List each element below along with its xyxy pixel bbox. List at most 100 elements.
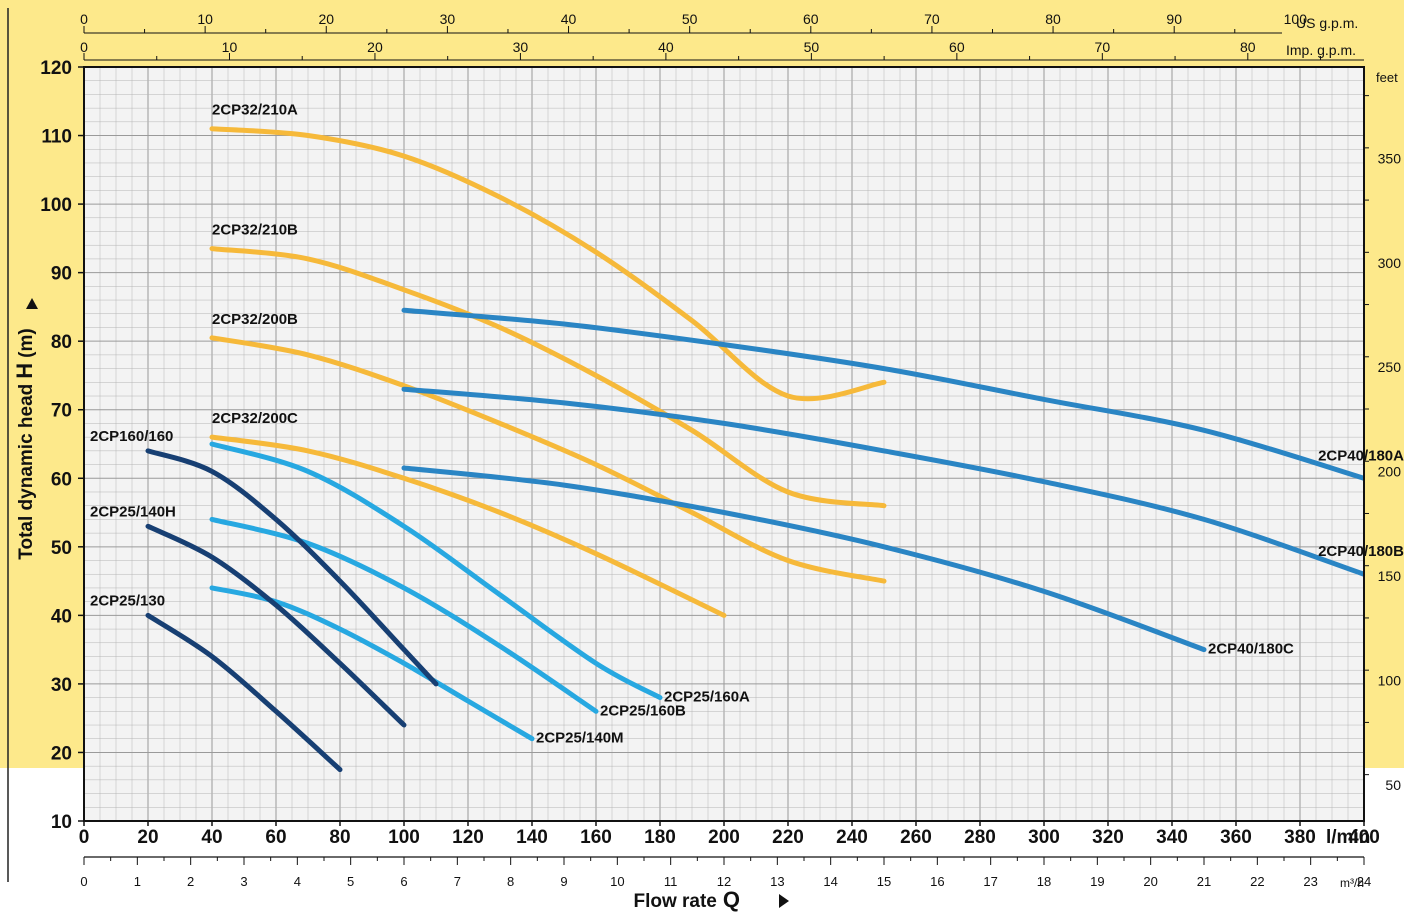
feet-tick-label: 50: [1385, 777, 1401, 793]
imp-gpm-unit-label: Imp. g.p.m.: [1286, 42, 1356, 58]
x-tick-label: 380: [1284, 827, 1316, 848]
imp-gpm-tick-label: 30: [513, 39, 529, 55]
imp-gpm-tick-label: 50: [804, 39, 820, 55]
m3h-tick-label: 6: [400, 874, 407, 889]
grid: [83, 66, 1365, 822]
us-gpm-tick-label: 80: [1045, 11, 1061, 27]
lmin-unit-label: l/min: [1326, 827, 1370, 848]
x-axis-title-prefix: Flow rate: [633, 891, 716, 912]
m3h-tick-label: 12: [717, 874, 731, 889]
curve-2cp25-130: [145, 612, 343, 773]
x-tick-label: 400: [1348, 827, 1380, 848]
curve-2cp32-200b: [209, 335, 887, 584]
m3h-unit-label: m³/h: [1340, 876, 1364, 890]
curve-label: 2CP25/140H: [90, 503, 176, 520]
y-axis-title-symbol: H: [12, 363, 37, 379]
curve-2cp160-160: [145, 448, 439, 687]
imp-gpm-tick-label: 0: [80, 39, 88, 55]
us-gpm-tick-label: 60: [803, 11, 819, 27]
curve-label: 2CP25/140M: [536, 730, 624, 747]
imp-gpm-tick-label: 80: [1240, 39, 1256, 55]
curve-label: 2CP40/180C: [1208, 641, 1294, 658]
m3h-tick-label: 24: [1357, 874, 1371, 889]
curve-label: 2CP40/180B: [1318, 543, 1404, 560]
curves: [145, 126, 1364, 773]
us-gpm-tick-label: 10: [197, 11, 213, 27]
feet-tick-label: 100: [1378, 673, 1402, 689]
x-tick-label: 100: [388, 827, 420, 848]
m3h-tick-label: 21: [1197, 874, 1211, 889]
curve-2cp40-180b: [401, 386, 1364, 577]
us-gpm-tick-label: 30: [440, 11, 456, 27]
x-axis-title: Flow rate Q: [633, 887, 740, 912]
x-tick-label: 20: [137, 827, 158, 848]
m3h-tick-label: 2: [187, 874, 194, 889]
m3h-tick-label: 4: [294, 874, 301, 889]
feet-tick-label: 350: [1378, 150, 1402, 166]
curve-label: 2CP32/210A: [212, 102, 298, 119]
m3h-tick-label: 11: [664, 874, 678, 889]
m3h-tick-label: 5: [347, 874, 354, 889]
x-axis-title-symbol: Q: [723, 887, 740, 912]
feet-tick-label: 200: [1378, 464, 1402, 480]
x-tick-label: 220: [772, 827, 804, 848]
x-tick-label: 240: [836, 827, 868, 848]
x-tick-label: 180: [644, 827, 676, 848]
curve-2cp32-200c: [209, 434, 727, 618]
y-tick-label: 90: [51, 264, 72, 285]
y-tick-label: 60: [51, 469, 72, 490]
curve-labels: 2CP32/210A 2CP32/210B 2CP32/200B 2CP32/200C…: [90, 102, 1404, 747]
us-gpm-unit-label: US g.p.m.: [1296, 15, 1358, 31]
us-gpm-tick-label: 40: [561, 11, 577, 27]
curve-label: 2CP40/180A: [1318, 447, 1404, 464]
x-tick-label: 160: [580, 827, 612, 848]
us-gpm-tick-label: 0: [80, 11, 88, 27]
feet-tick-label: 250: [1378, 359, 1402, 375]
y-tick-label: 40: [51, 606, 72, 627]
m3h-tick-label: 20: [1143, 874, 1157, 889]
us-gpm-tick-label: 70: [924, 11, 940, 27]
x-tick-label: 120: [452, 827, 484, 848]
m3h-tick-label: 0: [80, 874, 87, 889]
curve-2cp32-210a: [209, 126, 887, 402]
curve-label: 2CP32/200B: [212, 311, 298, 328]
m3h-tick-label: 17: [983, 874, 997, 889]
y-tick-label: 10: [51, 812, 72, 833]
m3h-tick-label: 10: [610, 874, 624, 889]
x-tick-label: 80: [329, 827, 350, 848]
x-axis-arrow-icon: [779, 894, 789, 908]
m3h-tick-label: 7: [454, 874, 461, 889]
us-gpm-tick-label: 100: [1284, 11, 1308, 27]
curve-2cp32-210b: [209, 246, 887, 509]
us-gpm-tick-label: 90: [1166, 11, 1182, 27]
y-axis-title: Total dynamic head H (m): [12, 328, 37, 559]
curve-2cp25-160a: [209, 441, 663, 701]
curve-2cp40-180a: [401, 307, 1364, 481]
m3h-tick-label: 16: [930, 874, 944, 889]
x-tick-label: 300: [1028, 827, 1060, 848]
x-tick-label: 280: [964, 827, 996, 848]
y-tick-label: 50: [51, 538, 72, 559]
m3h-tick-label: 23: [1303, 874, 1317, 889]
m3h-tick-label: 15: [877, 874, 891, 889]
m3h-tick-label: 18: [1037, 874, 1051, 889]
curve-2cp25-140h: [145, 523, 407, 728]
m3h-tick-label: 19: [1090, 874, 1104, 889]
curve-label: 2CP25/160B: [600, 702, 686, 719]
feet-tick-label: 300: [1378, 255, 1402, 271]
plot-frame: [83, 66, 1365, 822]
m3h-tick-label: 8: [507, 874, 514, 889]
imp-gpm-tick-label: 20: [367, 39, 383, 55]
curve-2cp25-160b: [209, 516, 599, 714]
y-axis-title-unit: (m): [16, 328, 37, 358]
x-tick-label: 320: [1092, 827, 1124, 848]
imp-gpm-tick-label: 10: [222, 39, 238, 55]
feet-unit-label: feet: [1376, 70, 1398, 85]
curve-label: 2CP25/160A: [664, 689, 750, 706]
y-tick-label: 80: [51, 332, 72, 353]
feet-tick-label: 150: [1378, 568, 1402, 584]
curve-label: 2CP32/210B: [212, 222, 298, 239]
m3h-tick-label: 1: [134, 874, 141, 889]
